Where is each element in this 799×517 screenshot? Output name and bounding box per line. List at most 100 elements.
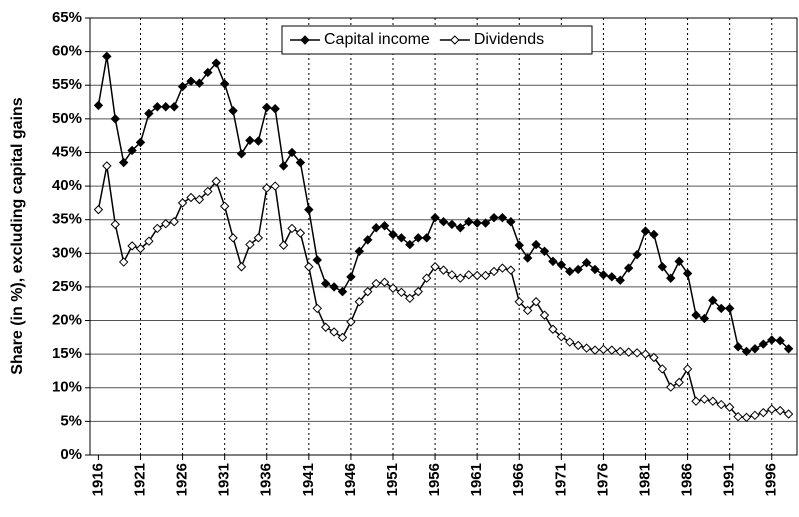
- marker: [135, 243, 146, 254]
- marker: [716, 399, 726, 410]
- marker: [581, 258, 592, 268]
- marker: [472, 218, 482, 228]
- marker: [203, 186, 213, 197]
- marker: [573, 264, 583, 275]
- marker: [447, 219, 457, 230]
- marker: [421, 273, 432, 283]
- marker: [750, 344, 760, 354]
- y-tick-label: 0%: [60, 446, 82, 463]
- y-axis-label: Share (in %), excluding capital gains: [9, 97, 26, 375]
- y-tick-label: 45%: [52, 143, 82, 160]
- marker: [691, 310, 701, 320]
- marker: [682, 364, 693, 374]
- marker: [379, 277, 390, 287]
- x-tick-label: 1996: [763, 463, 780, 496]
- marker: [304, 204, 314, 215]
- marker: [514, 297, 524, 307]
- marker: [438, 217, 449, 227]
- marker: [775, 405, 785, 416]
- marker: [312, 303, 322, 314]
- marker: [287, 147, 297, 158]
- marker: [421, 233, 432, 243]
- marker: [497, 212, 508, 223]
- marker: [329, 327, 339, 337]
- marker: [556, 331, 567, 342]
- marker: [489, 212, 499, 223]
- marker: [522, 305, 533, 316]
- marker: [144, 236, 154, 246]
- marker: [708, 396, 718, 406]
- marker: [783, 409, 794, 419]
- marker: [118, 157, 129, 168]
- x-tick-label: 1991: [721, 463, 738, 496]
- marker: [337, 286, 348, 297]
- marker: [346, 272, 356, 282]
- marker: [489, 266, 499, 277]
- marker: [666, 382, 676, 392]
- x-tick-label: 1981: [636, 463, 653, 496]
- marker: [430, 212, 440, 223]
- marker: [615, 275, 625, 285]
- marker: [379, 221, 390, 231]
- marker: [236, 149, 247, 159]
- marker: [219, 79, 230, 89]
- x-tick-label: 1966: [510, 463, 527, 496]
- marker: [396, 287, 407, 298]
- marker: [320, 322, 331, 332]
- marker: [278, 161, 289, 171]
- x-tick-label: 1976: [594, 463, 611, 496]
- marker: [118, 257, 129, 267]
- marker: [767, 335, 777, 345]
- marker: [708, 295, 718, 306]
- marker: [607, 345, 617, 355]
- marker: [177, 198, 188, 208]
- marker: [674, 256, 684, 267]
- marker: [623, 263, 634, 273]
- marker: [590, 345, 600, 355]
- marker: [304, 262, 314, 272]
- marker: [211, 58, 221, 68]
- marker: [556, 260, 567, 270]
- marker: [615, 346, 625, 357]
- marker: [430, 262, 440, 272]
- marker: [169, 217, 179, 227]
- marker: [320, 278, 331, 289]
- x-tick-label: 1986: [679, 463, 696, 496]
- marker: [177, 81, 188, 92]
- marker: [758, 407, 769, 418]
- marker: [565, 266, 575, 277]
- x-tick-label: 1961: [468, 463, 485, 496]
- marker: [102, 51, 112, 62]
- marker: [329, 282, 339, 292]
- marker: [371, 223, 381, 233]
- marker: [699, 313, 710, 324]
- y-tick-label: 40%: [52, 177, 82, 194]
- marker: [161, 219, 171, 229]
- y-tick-label: 55%: [52, 76, 82, 93]
- marker: [211, 176, 221, 187]
- y-tick-label: 35%: [52, 211, 82, 228]
- marker: [405, 293, 415, 304]
- legend-label: Capital income: [324, 31, 430, 48]
- marker: [539, 246, 550, 256]
- marker: [666, 273, 676, 283]
- series-line: [97, 165, 789, 419]
- y-tick-label: 10%: [52, 379, 82, 396]
- marker: [741, 412, 752, 423]
- marker: [93, 100, 104, 111]
- y-tick-label: 65%: [52, 9, 82, 26]
- series-line: [97, 56, 790, 353]
- marker: [135, 137, 146, 148]
- marker: [506, 217, 516, 227]
- x-tick-label: 1931: [216, 463, 233, 496]
- marker: [194, 194, 205, 205]
- marker: [531, 239, 541, 250]
- x-tick-label: 1951: [384, 463, 401, 496]
- marker: [186, 192, 196, 203]
- y-tick-label: 25%: [52, 278, 82, 295]
- marker: [287, 223, 297, 234]
- marker: [514, 240, 524, 250]
- marker: [581, 343, 592, 353]
- marker: [565, 337, 575, 347]
- marker: [110, 219, 120, 230]
